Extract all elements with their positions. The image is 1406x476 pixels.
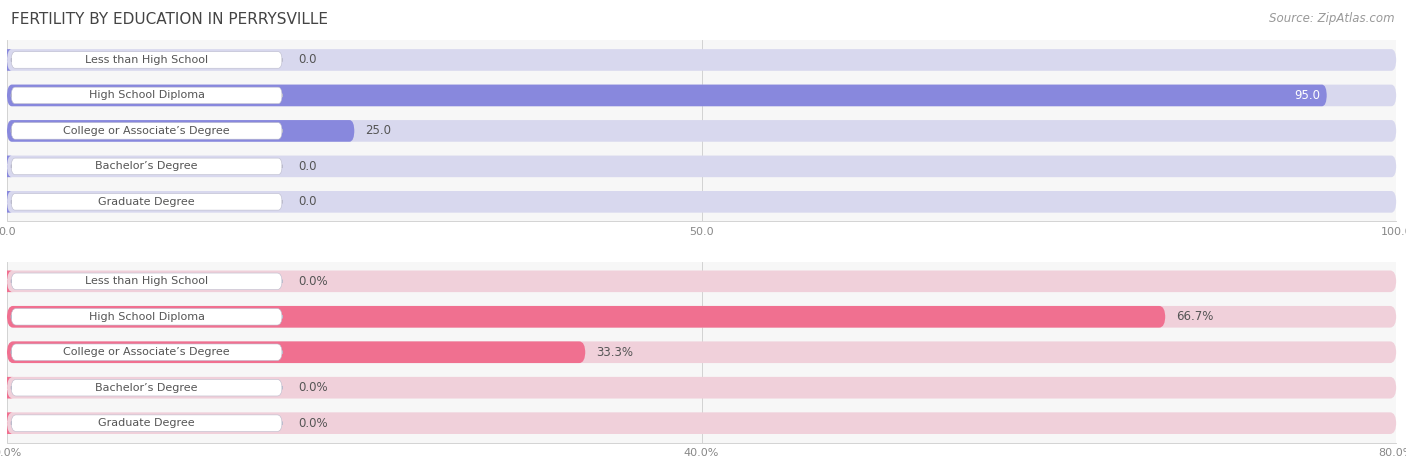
FancyBboxPatch shape xyxy=(1,377,13,398)
Text: Less than High School: Less than High School xyxy=(86,55,208,65)
FancyBboxPatch shape xyxy=(11,379,283,396)
Text: College or Associate’s Degree: College or Associate’s Degree xyxy=(63,347,231,357)
Text: 95.0: 95.0 xyxy=(1294,89,1320,102)
Text: 0.0: 0.0 xyxy=(298,195,318,208)
Text: Graduate Degree: Graduate Degree xyxy=(98,418,195,428)
FancyBboxPatch shape xyxy=(1,270,13,292)
Text: Source: ZipAtlas.com: Source: ZipAtlas.com xyxy=(1270,12,1395,25)
Text: High School Diploma: High School Diploma xyxy=(89,90,205,100)
FancyBboxPatch shape xyxy=(7,412,1396,434)
Text: 33.3%: 33.3% xyxy=(596,346,633,359)
Text: 0.0: 0.0 xyxy=(298,160,318,173)
FancyBboxPatch shape xyxy=(11,415,283,431)
FancyBboxPatch shape xyxy=(7,191,1396,213)
FancyBboxPatch shape xyxy=(3,191,11,213)
FancyBboxPatch shape xyxy=(3,49,11,71)
Text: Graduate Degree: Graduate Degree xyxy=(98,197,195,207)
Text: 0.0%: 0.0% xyxy=(298,381,329,394)
Text: Bachelor’s Degree: Bachelor’s Degree xyxy=(96,161,198,171)
FancyBboxPatch shape xyxy=(7,306,1396,327)
FancyBboxPatch shape xyxy=(11,158,283,175)
FancyBboxPatch shape xyxy=(7,341,585,363)
FancyBboxPatch shape xyxy=(7,341,1396,363)
Text: 66.7%: 66.7% xyxy=(1177,310,1213,323)
Text: 0.0%: 0.0% xyxy=(298,416,329,430)
FancyBboxPatch shape xyxy=(7,156,1396,177)
Text: High School Diploma: High School Diploma xyxy=(89,312,205,322)
FancyBboxPatch shape xyxy=(7,306,1166,327)
Text: 0.0%: 0.0% xyxy=(298,275,329,288)
FancyBboxPatch shape xyxy=(7,377,1396,398)
FancyBboxPatch shape xyxy=(11,123,283,139)
Text: Less than High School: Less than High School xyxy=(86,276,208,286)
FancyBboxPatch shape xyxy=(11,52,283,68)
FancyBboxPatch shape xyxy=(11,344,283,360)
FancyBboxPatch shape xyxy=(1,412,13,434)
Text: FERTILITY BY EDUCATION IN PERRYSVILLE: FERTILITY BY EDUCATION IN PERRYSVILLE xyxy=(11,12,328,27)
FancyBboxPatch shape xyxy=(7,85,1396,106)
FancyBboxPatch shape xyxy=(7,85,1327,106)
FancyBboxPatch shape xyxy=(7,120,1396,142)
Text: Bachelor’s Degree: Bachelor’s Degree xyxy=(96,383,198,393)
Text: 25.0: 25.0 xyxy=(366,124,391,138)
FancyBboxPatch shape xyxy=(11,87,283,104)
FancyBboxPatch shape xyxy=(11,194,283,210)
Text: College or Associate’s Degree: College or Associate’s Degree xyxy=(63,126,231,136)
FancyBboxPatch shape xyxy=(7,270,1396,292)
FancyBboxPatch shape xyxy=(11,308,283,325)
FancyBboxPatch shape xyxy=(7,120,354,142)
FancyBboxPatch shape xyxy=(7,49,1396,71)
Text: 0.0: 0.0 xyxy=(298,53,318,67)
FancyBboxPatch shape xyxy=(11,273,283,289)
FancyBboxPatch shape xyxy=(3,156,11,177)
